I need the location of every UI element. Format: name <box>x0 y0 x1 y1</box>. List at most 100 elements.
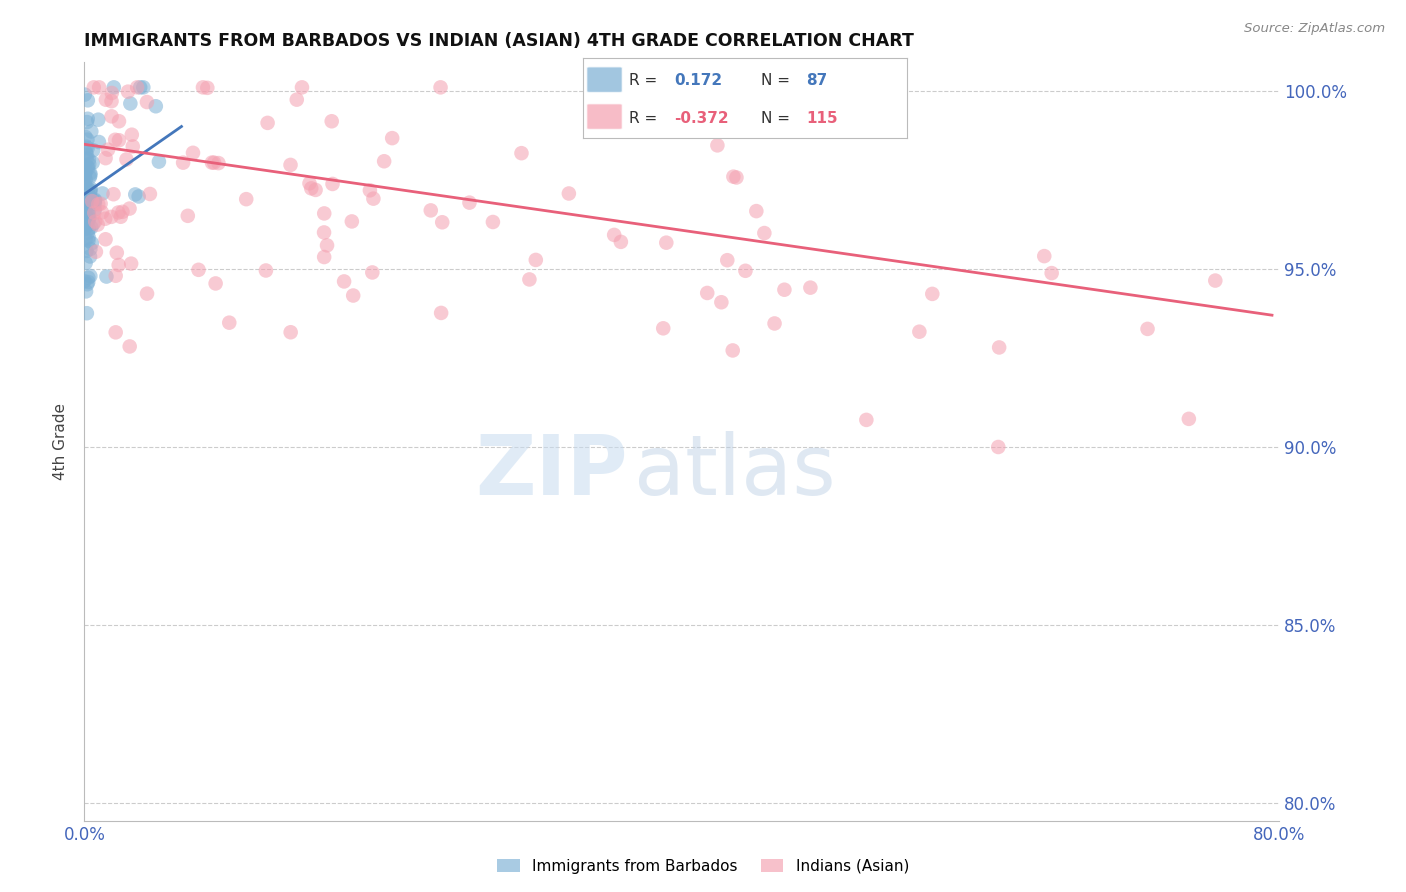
Point <box>1033 249 1056 263</box>
Point <box>105 245 128 260</box>
Point <box>322 177 344 191</box>
Point <box>118 202 141 216</box>
Point <box>181 145 204 160</box>
Point <box>558 186 581 201</box>
Point <box>115 153 138 167</box>
Point <box>103 80 125 95</box>
Point <box>77 207 100 221</box>
Point <box>107 205 129 219</box>
Point <box>76 201 98 215</box>
FancyBboxPatch shape <box>586 67 623 93</box>
Point <box>75 172 97 186</box>
Point <box>100 94 122 108</box>
Point <box>524 252 547 267</box>
Point <box>73 168 96 182</box>
Point <box>79 168 101 182</box>
Point <box>725 170 748 185</box>
Point <box>342 288 364 302</box>
Point <box>75 209 97 223</box>
Point <box>104 268 127 283</box>
Point <box>79 186 101 200</box>
Point <box>256 116 278 130</box>
Point <box>79 181 101 195</box>
Point <box>139 186 162 201</box>
Point <box>148 154 170 169</box>
Point <box>519 272 541 286</box>
Point <box>96 269 118 284</box>
Point <box>145 99 167 113</box>
Point <box>79 242 101 256</box>
Point <box>77 234 100 248</box>
Point <box>94 93 117 107</box>
Point <box>84 193 107 207</box>
Point <box>321 114 343 128</box>
Point <box>721 343 744 358</box>
Point <box>79 268 101 283</box>
Point <box>280 325 302 339</box>
Point <box>83 202 105 217</box>
Point <box>655 235 678 250</box>
Point <box>430 306 453 320</box>
Point <box>603 227 626 242</box>
Point <box>1136 322 1159 336</box>
Text: ZIP: ZIP <box>475 432 628 512</box>
Point <box>86 218 108 232</box>
Text: 0.172: 0.172 <box>673 72 723 87</box>
Point <box>82 155 104 169</box>
Point <box>510 146 533 161</box>
Point <box>723 169 745 184</box>
Point <box>120 96 142 111</box>
Point <box>100 109 122 123</box>
Point <box>83 206 105 220</box>
Point <box>799 280 821 294</box>
Point <box>381 131 404 145</box>
Point <box>87 135 110 149</box>
Point <box>763 317 786 331</box>
Point <box>482 215 505 229</box>
Point <box>73 210 96 224</box>
Point <box>77 230 100 244</box>
Point <box>84 197 107 211</box>
Point <box>987 440 1010 454</box>
Point <box>73 160 96 174</box>
Point <box>280 158 302 172</box>
Text: N =: N = <box>762 112 796 126</box>
Point <box>121 128 143 142</box>
Point <box>79 250 101 264</box>
Point <box>76 141 98 155</box>
Point <box>76 184 98 198</box>
Point <box>75 190 97 204</box>
Point <box>80 236 103 251</box>
Point <box>76 244 98 258</box>
Point <box>77 157 100 171</box>
Point <box>100 210 122 224</box>
Text: atlas: atlas <box>634 432 835 512</box>
Legend: Immigrants from Barbados, Indians (Asian): Immigrants from Barbados, Indians (Asian… <box>491 853 915 880</box>
Point <box>75 145 97 160</box>
Point <box>104 133 127 147</box>
Point <box>921 286 943 301</box>
Point <box>1178 412 1201 426</box>
Text: IMMIGRANTS FROM BARBADOS VS INDIAN (ASIAN) 4TH GRADE CORRELATION CHART: IMMIGRANTS FROM BARBADOS VS INDIAN (ASIA… <box>84 32 914 50</box>
Point <box>76 112 98 126</box>
Point <box>76 306 98 320</box>
Point <box>773 283 796 297</box>
Point <box>111 204 134 219</box>
Text: N =: N = <box>762 72 796 87</box>
Point <box>76 160 98 174</box>
Point <box>778 80 800 95</box>
Point <box>207 156 229 170</box>
Point <box>103 187 125 202</box>
Point <box>235 192 257 206</box>
Text: -0.372: -0.372 <box>673 112 728 126</box>
Point <box>458 195 481 210</box>
Point <box>363 192 385 206</box>
Point <box>73 178 96 192</box>
Point <box>745 204 768 219</box>
Point <box>136 95 159 109</box>
Point <box>79 170 101 185</box>
Point <box>77 153 100 167</box>
Point <box>291 80 314 95</box>
Point <box>84 244 107 259</box>
Point <box>76 277 98 292</box>
